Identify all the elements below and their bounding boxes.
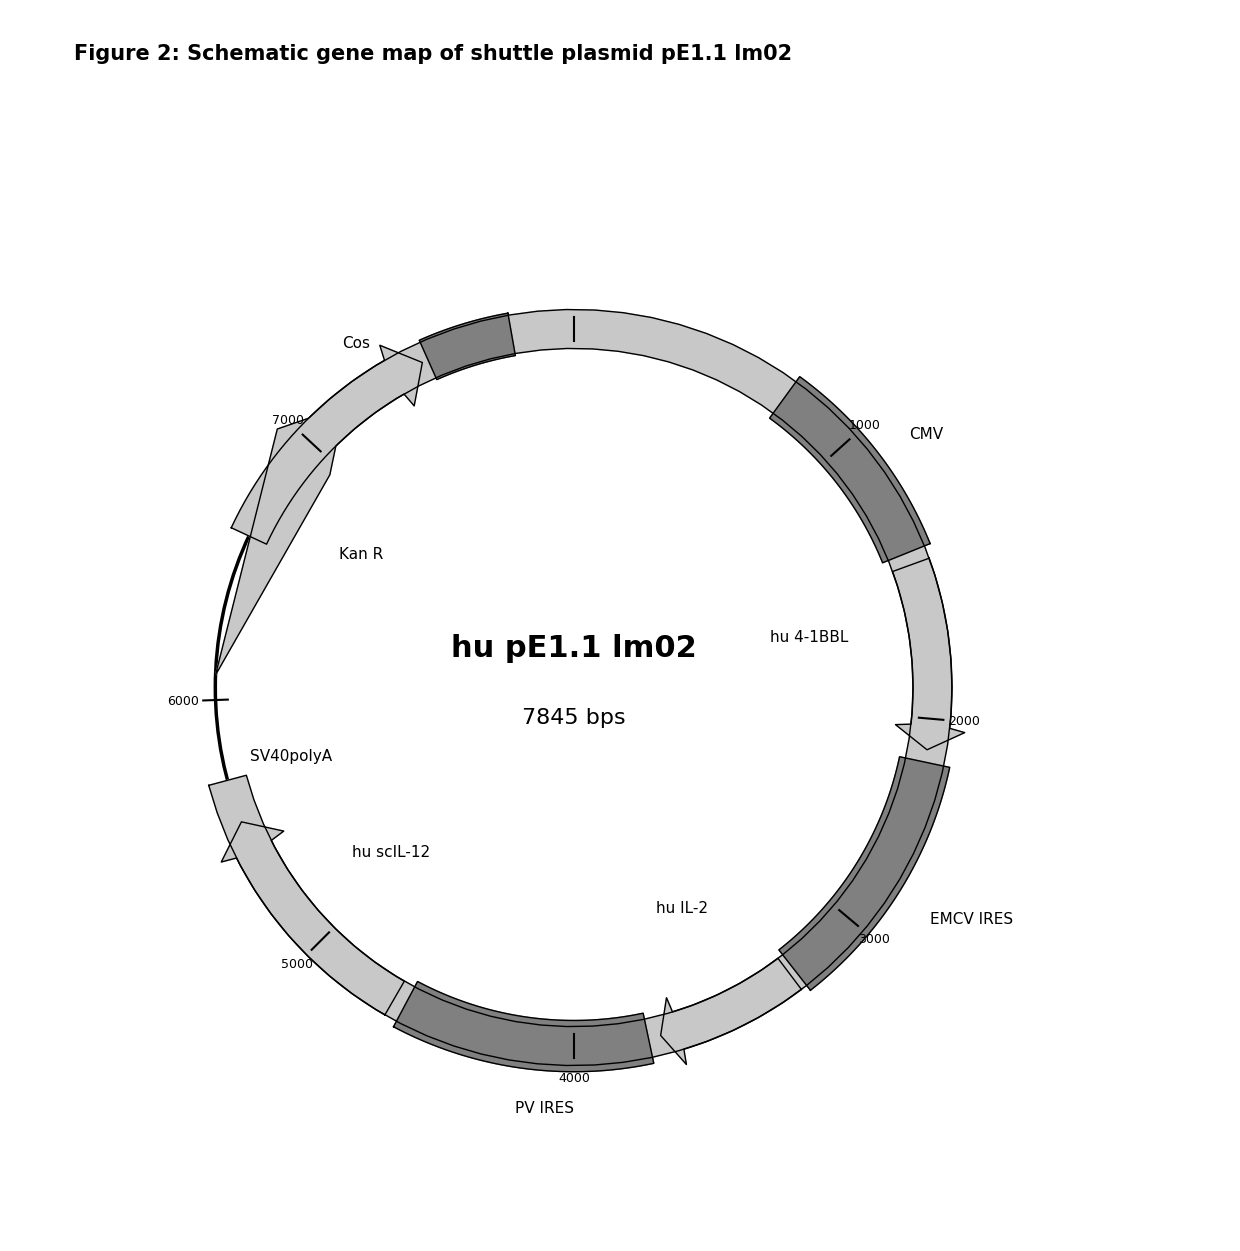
Text: PV IRES: PV IRES [515, 1101, 574, 1116]
Text: 2000: 2000 [947, 716, 980, 728]
Text: EMCV IRES: EMCV IRES [930, 912, 1013, 927]
Text: 7845 bps: 7845 bps [522, 708, 626, 728]
Text: 5000: 5000 [281, 958, 314, 971]
Text: Cos: Cos [342, 337, 370, 352]
Polygon shape [419, 313, 516, 379]
Text: 6000: 6000 [167, 694, 198, 708]
Text: hu IL-2: hu IL-2 [656, 901, 708, 916]
Polygon shape [779, 757, 950, 991]
Polygon shape [221, 822, 404, 1015]
Text: 3000: 3000 [858, 932, 889, 946]
Polygon shape [393, 982, 653, 1072]
Text: hu scIL-12: hu scIL-12 [352, 844, 430, 859]
Text: 1000: 1000 [849, 419, 880, 432]
Polygon shape [661, 958, 801, 1065]
Text: hu pE1.1 lm02: hu pE1.1 lm02 [451, 634, 697, 663]
Text: CMV: CMV [909, 427, 944, 442]
Polygon shape [770, 377, 930, 563]
Polygon shape [893, 558, 965, 749]
Text: 4000: 4000 [558, 1072, 590, 1086]
Text: 7000: 7000 [272, 414, 304, 427]
Polygon shape [208, 309, 952, 1066]
Text: hu 4-1BBL: hu 4-1BBL [770, 631, 848, 646]
Text: Kan R: Kan R [339, 547, 383, 562]
Text: SV40polyA: SV40polyA [250, 749, 332, 764]
Text: Figure 2: Schematic gene map of shuttle plasmid pE1.1 lm02: Figure 2: Schematic gene map of shuttle … [74, 44, 792, 64]
Polygon shape [232, 345, 423, 544]
